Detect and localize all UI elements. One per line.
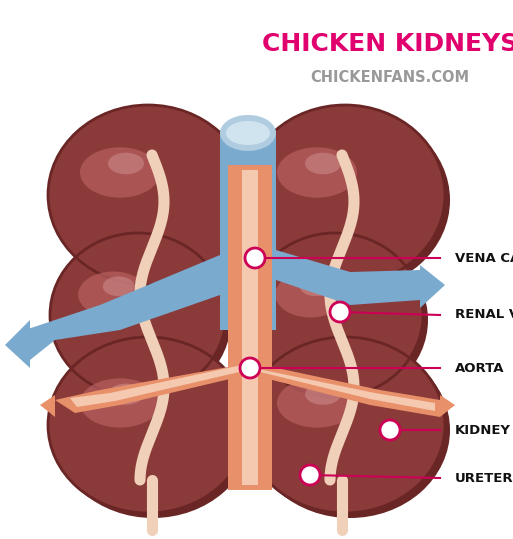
- Polygon shape: [5, 320, 30, 368]
- Polygon shape: [248, 357, 435, 411]
- Polygon shape: [245, 355, 440, 417]
- Ellipse shape: [50, 233, 226, 397]
- Ellipse shape: [250, 110, 450, 290]
- Ellipse shape: [55, 238, 231, 402]
- Text: KIDNEY: KIDNEY: [455, 424, 511, 437]
- Ellipse shape: [103, 277, 134, 296]
- Ellipse shape: [252, 238, 428, 402]
- Ellipse shape: [277, 147, 357, 198]
- Circle shape: [380, 420, 400, 440]
- Ellipse shape: [108, 153, 144, 174]
- Ellipse shape: [226, 121, 270, 145]
- Ellipse shape: [250, 342, 450, 518]
- Text: CHICKEN KIDNEYS: CHICKEN KIDNEYS: [262, 32, 513, 56]
- Polygon shape: [220, 130, 276, 280]
- Ellipse shape: [48, 105, 248, 285]
- Polygon shape: [220, 280, 276, 330]
- Polygon shape: [55, 355, 255, 413]
- Polygon shape: [25, 215, 248, 360]
- Ellipse shape: [78, 272, 149, 317]
- Ellipse shape: [247, 233, 423, 397]
- Polygon shape: [420, 265, 445, 308]
- Circle shape: [245, 248, 265, 268]
- Ellipse shape: [300, 277, 331, 296]
- Text: URETER: URETER: [455, 472, 513, 485]
- Ellipse shape: [80, 378, 160, 427]
- Ellipse shape: [53, 110, 253, 290]
- Ellipse shape: [80, 147, 160, 198]
- Text: AORTA: AORTA: [455, 362, 504, 375]
- Polygon shape: [276, 250, 420, 305]
- Ellipse shape: [277, 378, 357, 427]
- Text: CHICKENFANS.COM: CHICKENFANS.COM: [310, 70, 469, 85]
- Circle shape: [300, 465, 320, 485]
- Polygon shape: [440, 395, 455, 417]
- Polygon shape: [40, 395, 55, 417]
- Ellipse shape: [275, 272, 346, 317]
- Circle shape: [330, 302, 350, 322]
- Circle shape: [240, 358, 260, 378]
- Ellipse shape: [245, 337, 445, 513]
- Polygon shape: [70, 357, 252, 407]
- Ellipse shape: [53, 342, 253, 518]
- Ellipse shape: [305, 153, 341, 174]
- Ellipse shape: [305, 384, 341, 405]
- Ellipse shape: [220, 115, 276, 151]
- Text: VENA CAVA: VENA CAVA: [455, 252, 513, 265]
- Polygon shape: [242, 170, 258, 485]
- Ellipse shape: [108, 384, 144, 405]
- Polygon shape: [228, 165, 272, 490]
- Ellipse shape: [245, 105, 445, 285]
- Ellipse shape: [48, 337, 248, 513]
- Text: RENAL VEIN: RENAL VEIN: [455, 308, 513, 321]
